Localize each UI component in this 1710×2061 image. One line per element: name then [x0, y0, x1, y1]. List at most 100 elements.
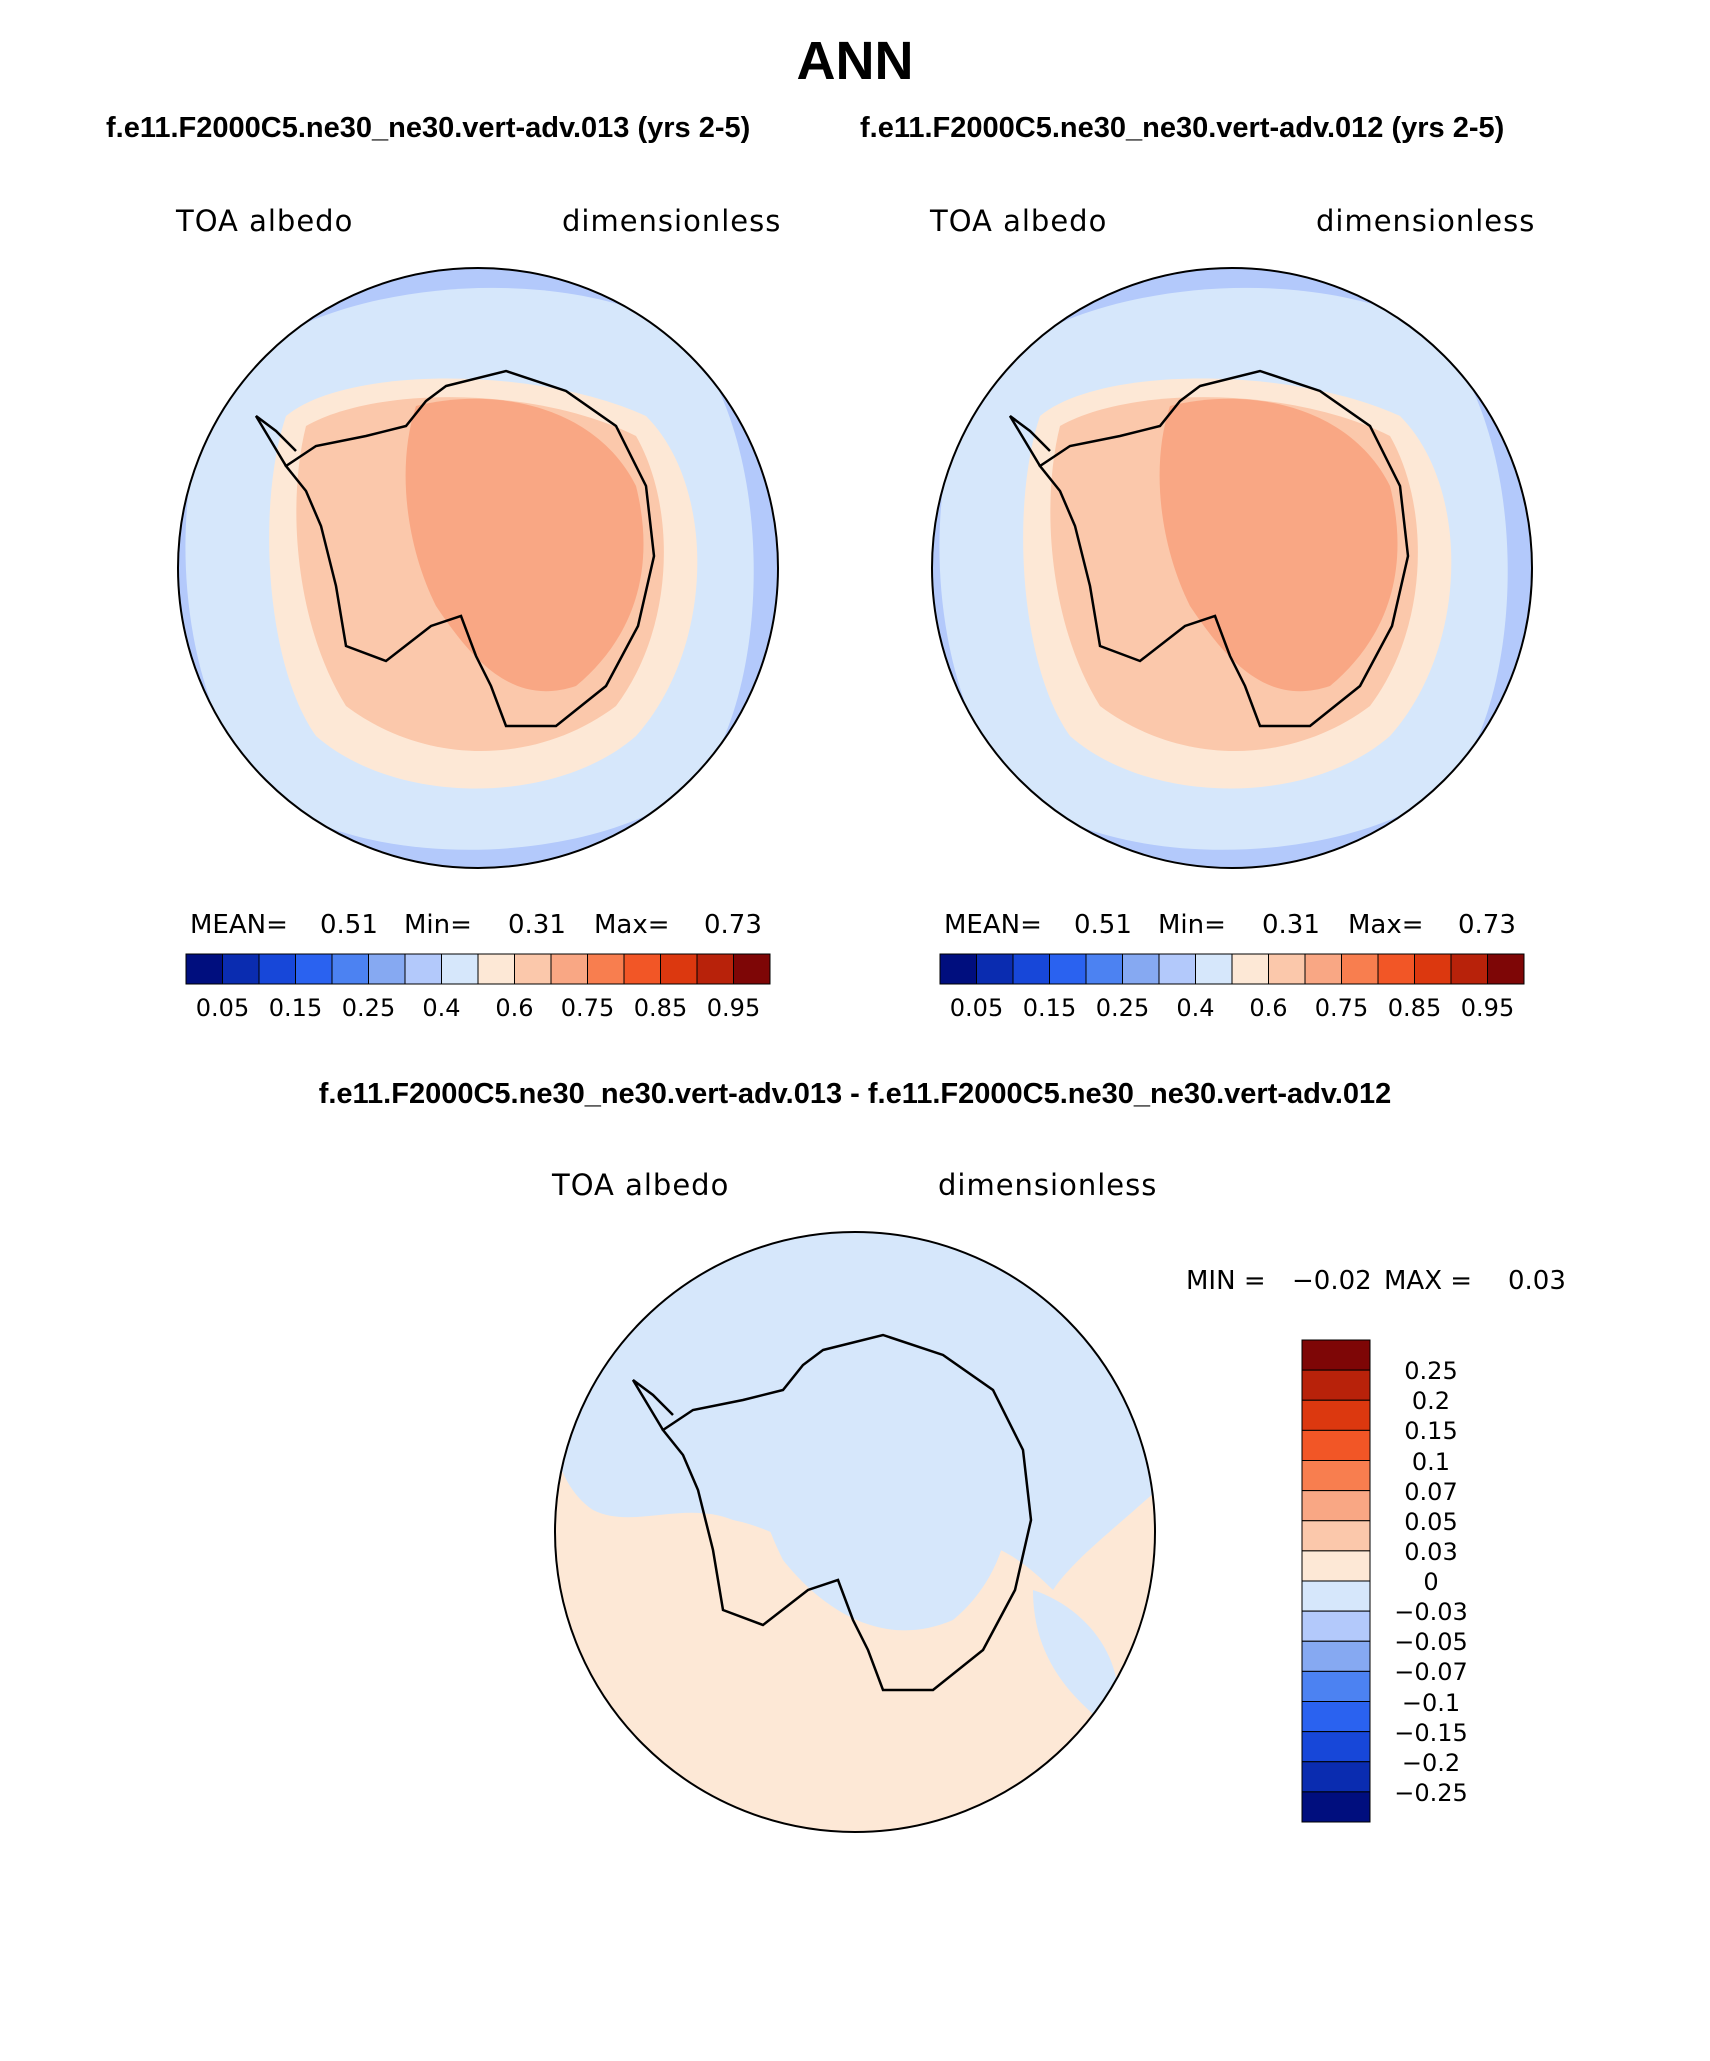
colorbar-swatch	[1158, 953, 1196, 985]
colorbar-swatch	[623, 953, 661, 985]
colorbar-tick-label: 0.05	[195, 994, 250, 1022]
colorbar-swatch	[1301, 1520, 1371, 1552]
colorbar-tick-label: 0.4	[1176, 994, 1215, 1022]
colorbar-swatch	[1301, 1791, 1371, 1823]
panel-1-min-label: Min=	[404, 910, 472, 940]
negative-diff-patch	[1033, 1590, 1119, 1730]
panel-1-mean-value: 0.51	[320, 910, 378, 940]
colorbar-swatch	[1301, 1701, 1371, 1733]
colorbar-swatch	[550, 953, 588, 985]
colorbar-tick-label: 0.15	[1404, 1417, 1458, 1446]
colorbar-tick-label: −0.05	[1394, 1628, 1468, 1657]
colorbar-swatch	[331, 953, 369, 985]
colorbar-swatch	[1301, 1670, 1371, 1702]
colorbar-tick-label: 0.03	[1404, 1537, 1458, 1566]
panel-1-max-value: 0.73	[704, 910, 762, 940]
panel-1-colorbar	[185, 953, 771, 985]
colorbar-tick-label: 0.25	[341, 994, 396, 1022]
colorbar-swatch	[939, 953, 977, 985]
diff-min-value: −0.02	[1292, 1266, 1372, 1296]
diff-map	[554, 1231, 1156, 1833]
colorbar-swatch	[1085, 953, 1123, 985]
colorbar-swatch	[1301, 1490, 1371, 1522]
panel-1-colorbar-labels: 0.05 0.15 0.25 0.4 0.6 0.75 0.85 0.95	[186, 994, 770, 1024]
panel-1-variable-label: TOA albedo	[176, 204, 354, 238]
peninsula-coastline	[631, 1379, 674, 1431]
colorbar-tick-label: 0.85	[1387, 994, 1442, 1022]
colorbar-swatch	[295, 953, 333, 985]
colorbar-swatch	[1301, 1429, 1371, 1461]
colorbar-swatch	[1231, 953, 1269, 985]
diff-max-label: MAX =	[1384, 1266, 1473, 1296]
colorbar-tick-label: 0.75	[560, 994, 615, 1022]
panel-1-units-label: dimensionless	[562, 204, 782, 238]
colorbar-tick-label: 0.05	[1404, 1507, 1458, 1536]
colorbar-tick-label: −0.03	[1394, 1598, 1468, 1627]
colorbar-swatch	[587, 953, 625, 985]
colorbar-swatch	[1301, 1399, 1371, 1431]
panel-2-min-label: Min=	[1158, 910, 1226, 940]
colorbar-swatch	[1377, 953, 1415, 985]
colorbar-swatch	[696, 953, 734, 985]
panel-1-mean-label: MEAN=	[190, 910, 288, 940]
colorbar-swatch	[368, 953, 406, 985]
panel-2-min-value: 0.31	[1262, 910, 1320, 940]
colorbar-swatch	[1487, 953, 1525, 985]
antarctica-coastline	[1038, 369, 1410, 728]
colorbar-swatch	[477, 953, 515, 985]
colorbar-swatch	[1122, 953, 1160, 985]
peninsula-coastline	[254, 415, 297, 467]
panel-2-max-value: 0.73	[1458, 910, 1516, 940]
plateau-albedo-region	[405, 398, 644, 692]
colorbar-swatch	[733, 953, 771, 985]
diff-min-label: MIN =	[1186, 1266, 1266, 1296]
diff-variable-label: TOA albedo	[552, 1168, 730, 1202]
colorbar-tick-label: 0.07	[1404, 1477, 1458, 1506]
colorbar-swatch	[1301, 1369, 1371, 1401]
colorbar-swatch	[1301, 1580, 1371, 1612]
colorbar-swatch	[222, 953, 260, 985]
colorbar-swatch	[1301, 1339, 1371, 1371]
colorbar-swatch	[1301, 1610, 1371, 1642]
colorbar-swatch	[1414, 953, 1452, 985]
colorbar-tick-label: 0.2	[1411, 1387, 1451, 1416]
panel-2-mean-value: 0.51	[1074, 910, 1132, 940]
colorbar-tick-label: 0.1	[1411, 1447, 1451, 1476]
colorbar-swatch	[1301, 1761, 1371, 1793]
colorbar-swatch	[1268, 953, 1306, 985]
colorbar-swatch	[441, 953, 479, 985]
colorbar-tick-label: 0.75	[1314, 994, 1369, 1022]
colorbar-swatch	[1301, 1731, 1371, 1763]
panel-1-map	[177, 267, 779, 869]
panel-2-units-label: dimensionless	[1316, 204, 1536, 238]
colorbar-tick-label: 0.15	[1022, 994, 1077, 1022]
diff-title: f.e11.F2000C5.ne30_ne30.vert-adv.013 - f…	[318, 1078, 1392, 1110]
panel-2-map	[931, 267, 1533, 869]
colorbar-swatch	[1049, 953, 1087, 985]
colorbar-swatch	[1301, 1640, 1371, 1672]
diff-units-label: dimensionless	[938, 1168, 1158, 1202]
panel-2-variable-label: TOA albedo	[930, 204, 1108, 238]
panel-2-mean-label: MEAN=	[944, 910, 1042, 940]
diff-colorbar	[1301, 1339, 1371, 1823]
colorbar-tick-label: 0.05	[949, 994, 1004, 1022]
colorbar-swatch	[1341, 953, 1379, 985]
colorbar-tick-label: −0.07	[1394, 1658, 1468, 1687]
panel-2-colorbar-labels: 0.05 0.15 0.25 0.4 0.6 0.75 0.85 0.95	[940, 994, 1524, 1024]
colorbar-swatch	[514, 953, 552, 985]
colorbar-swatch	[404, 953, 442, 985]
plateau-albedo-region	[1159, 398, 1398, 692]
panel-2-colorbar	[939, 953, 1525, 985]
colorbar-tick-label: 0.95	[706, 994, 761, 1022]
colorbar-tick-label: 0	[1423, 1568, 1439, 1596]
colorbar-swatch	[660, 953, 698, 985]
figure-title: ANN	[796, 31, 914, 91]
negative-diff-antarctica	[754, 1378, 1010, 1631]
colorbar-swatch	[1012, 953, 1050, 985]
colorbar-tick-label: −0.25	[1394, 1778, 1468, 1807]
panel-1-min-value: 0.31	[508, 910, 566, 940]
colorbar-tick-label: −0.2	[1401, 1748, 1461, 1777]
panel-2-case-label: f.e11.F2000C5.ne30_ne30.vert-adv.012 (yr…	[860, 112, 1505, 144]
colorbar-swatch	[185, 953, 223, 985]
colorbar-tick-label: 0.6	[1249, 994, 1288, 1022]
